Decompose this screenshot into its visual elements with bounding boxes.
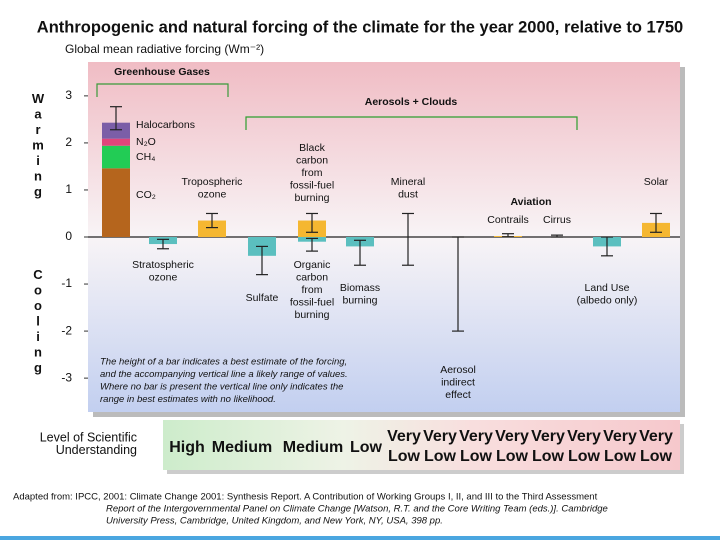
bar-label: Cirrus — [543, 214, 571, 226]
losu-level: Low — [532, 448, 565, 465]
error-bar — [452, 236, 464, 332]
losu-level: Very — [531, 428, 565, 445]
chart-title: Anthropogenic and natural forcing of the… — [37, 18, 683, 36]
losu-level: Very — [459, 428, 493, 445]
note-text: range in best estimates with no likeliho… — [100, 394, 276, 405]
note-text: and the accompanying vertical line a lik… — [100, 369, 348, 380]
bar-label: Organic — [294, 259, 331, 271]
bar-label: effect — [445, 389, 471, 401]
bar-label: Tropospheric — [182, 176, 243, 188]
error-bar — [110, 106, 122, 131]
y-tick-label: -3 — [61, 370, 72, 384]
bar-label: Contrails — [487, 214, 528, 226]
bar-label: ozone — [198, 188, 227, 200]
error-bar — [354, 239, 366, 266]
losu-label: Level of Scientific — [40, 430, 137, 444]
losu-level: Very — [603, 428, 637, 445]
y-tick-label: 3 — [65, 88, 72, 102]
losu-level: Very — [639, 428, 673, 445]
error-bar — [306, 212, 318, 233]
bar-label: burning — [342, 294, 377, 306]
losu-level: Very — [495, 428, 529, 445]
bar-label: indirect — [441, 376, 475, 388]
bar-label: (albedo only) — [577, 294, 638, 306]
bottom-rule — [0, 536, 720, 540]
bar-label: burning — [294, 309, 329, 321]
group-label: Aerosols + Clouds — [365, 96, 458, 108]
bar-label: Land Use — [585, 282, 630, 294]
bar-label: Stratospheric — [132, 259, 194, 271]
error-bar — [256, 245, 268, 276]
error-bar — [306, 237, 318, 252]
stack-segment — [102, 138, 130, 146]
bar-label: dust — [398, 188, 418, 200]
group-bracket — [245, 116, 578, 130]
source-text: University Press, Cambridge, United King… — [106, 516, 443, 527]
segment-label: N₂O — [136, 136, 156, 148]
losu-level: Low — [496, 448, 529, 465]
losu-level: Medium — [283, 439, 343, 456]
losu-level: High — [169, 439, 205, 456]
segment-label: CO₂ — [136, 189, 156, 201]
losu-level: Very — [567, 428, 601, 445]
y-axis-label: Global mean radiative forcing (Wm⁻²) — [65, 42, 264, 56]
y-tick-label: 2 — [65, 135, 72, 149]
losu-level: Low — [388, 448, 421, 465]
y-tick-label: -2 — [61, 323, 72, 337]
bar-label: ozone — [149, 271, 178, 283]
y-tick-label: 1 — [65, 182, 72, 196]
losu-level: Low — [460, 448, 493, 465]
source-text: Adapted from: IPCC, 2001: Climate Change… — [13, 492, 598, 503]
note-text: Where no bar is present the vertical lin… — [100, 382, 343, 393]
losu-level: Low — [424, 448, 457, 465]
bar-label: Black — [299, 142, 325, 154]
bar-label: burning — [294, 192, 329, 204]
bar-label: Mineral — [391, 176, 425, 188]
segment-label: CH₄ — [136, 151, 155, 163]
stack-segment — [102, 122, 130, 139]
losu-level: Low — [604, 448, 637, 465]
losu-level: Medium — [212, 439, 272, 456]
losu-level: Low — [350, 439, 383, 456]
losu-background — [163, 420, 680, 470]
error-bar — [650, 212, 662, 233]
bar-label: from — [302, 167, 323, 179]
stack-segment — [102, 145, 130, 169]
bar-label: carbon — [296, 154, 328, 166]
group-label: Greenhouse Gases — [114, 66, 210, 78]
bar-label: from — [302, 284, 323, 296]
losu-level: Very — [387, 428, 421, 445]
bar-label: Aerosol — [440, 364, 476, 376]
losu-label: Understanding — [56, 443, 137, 457]
note-text: The height of a bar indicates a best est… — [100, 357, 347, 368]
group-bracket — [96, 83, 229, 97]
y-tick-label: -1 — [61, 276, 72, 290]
bar-label: carbon — [296, 271, 328, 283]
bar-label: fossil-fuel — [290, 179, 334, 191]
bar-label: Sulfate — [246, 292, 279, 304]
error-bar — [157, 238, 169, 250]
bar-label: Solar — [644, 176, 669, 188]
losu-level: Very — [423, 428, 457, 445]
error-bar — [551, 234, 563, 238]
source-text: Report of the Intergovernmental Panel on… — [106, 504, 608, 515]
error-bar — [402, 212, 414, 266]
bar-label: fossil-fuel — [290, 296, 334, 308]
y-tick-label: 0 — [65, 229, 72, 243]
segment-label: Halocarbons — [136, 119, 195, 131]
losu-level: Low — [640, 448, 673, 465]
bar — [198, 220, 226, 237]
error-bar — [206, 212, 218, 229]
group-label: Aviation — [510, 196, 551, 208]
stack-segment — [102, 168, 130, 237]
error-bar — [502, 233, 514, 238]
error-bar — [601, 236, 613, 257]
bar-label: Biomass — [340, 282, 380, 294]
losu-level: Low — [568, 448, 601, 465]
